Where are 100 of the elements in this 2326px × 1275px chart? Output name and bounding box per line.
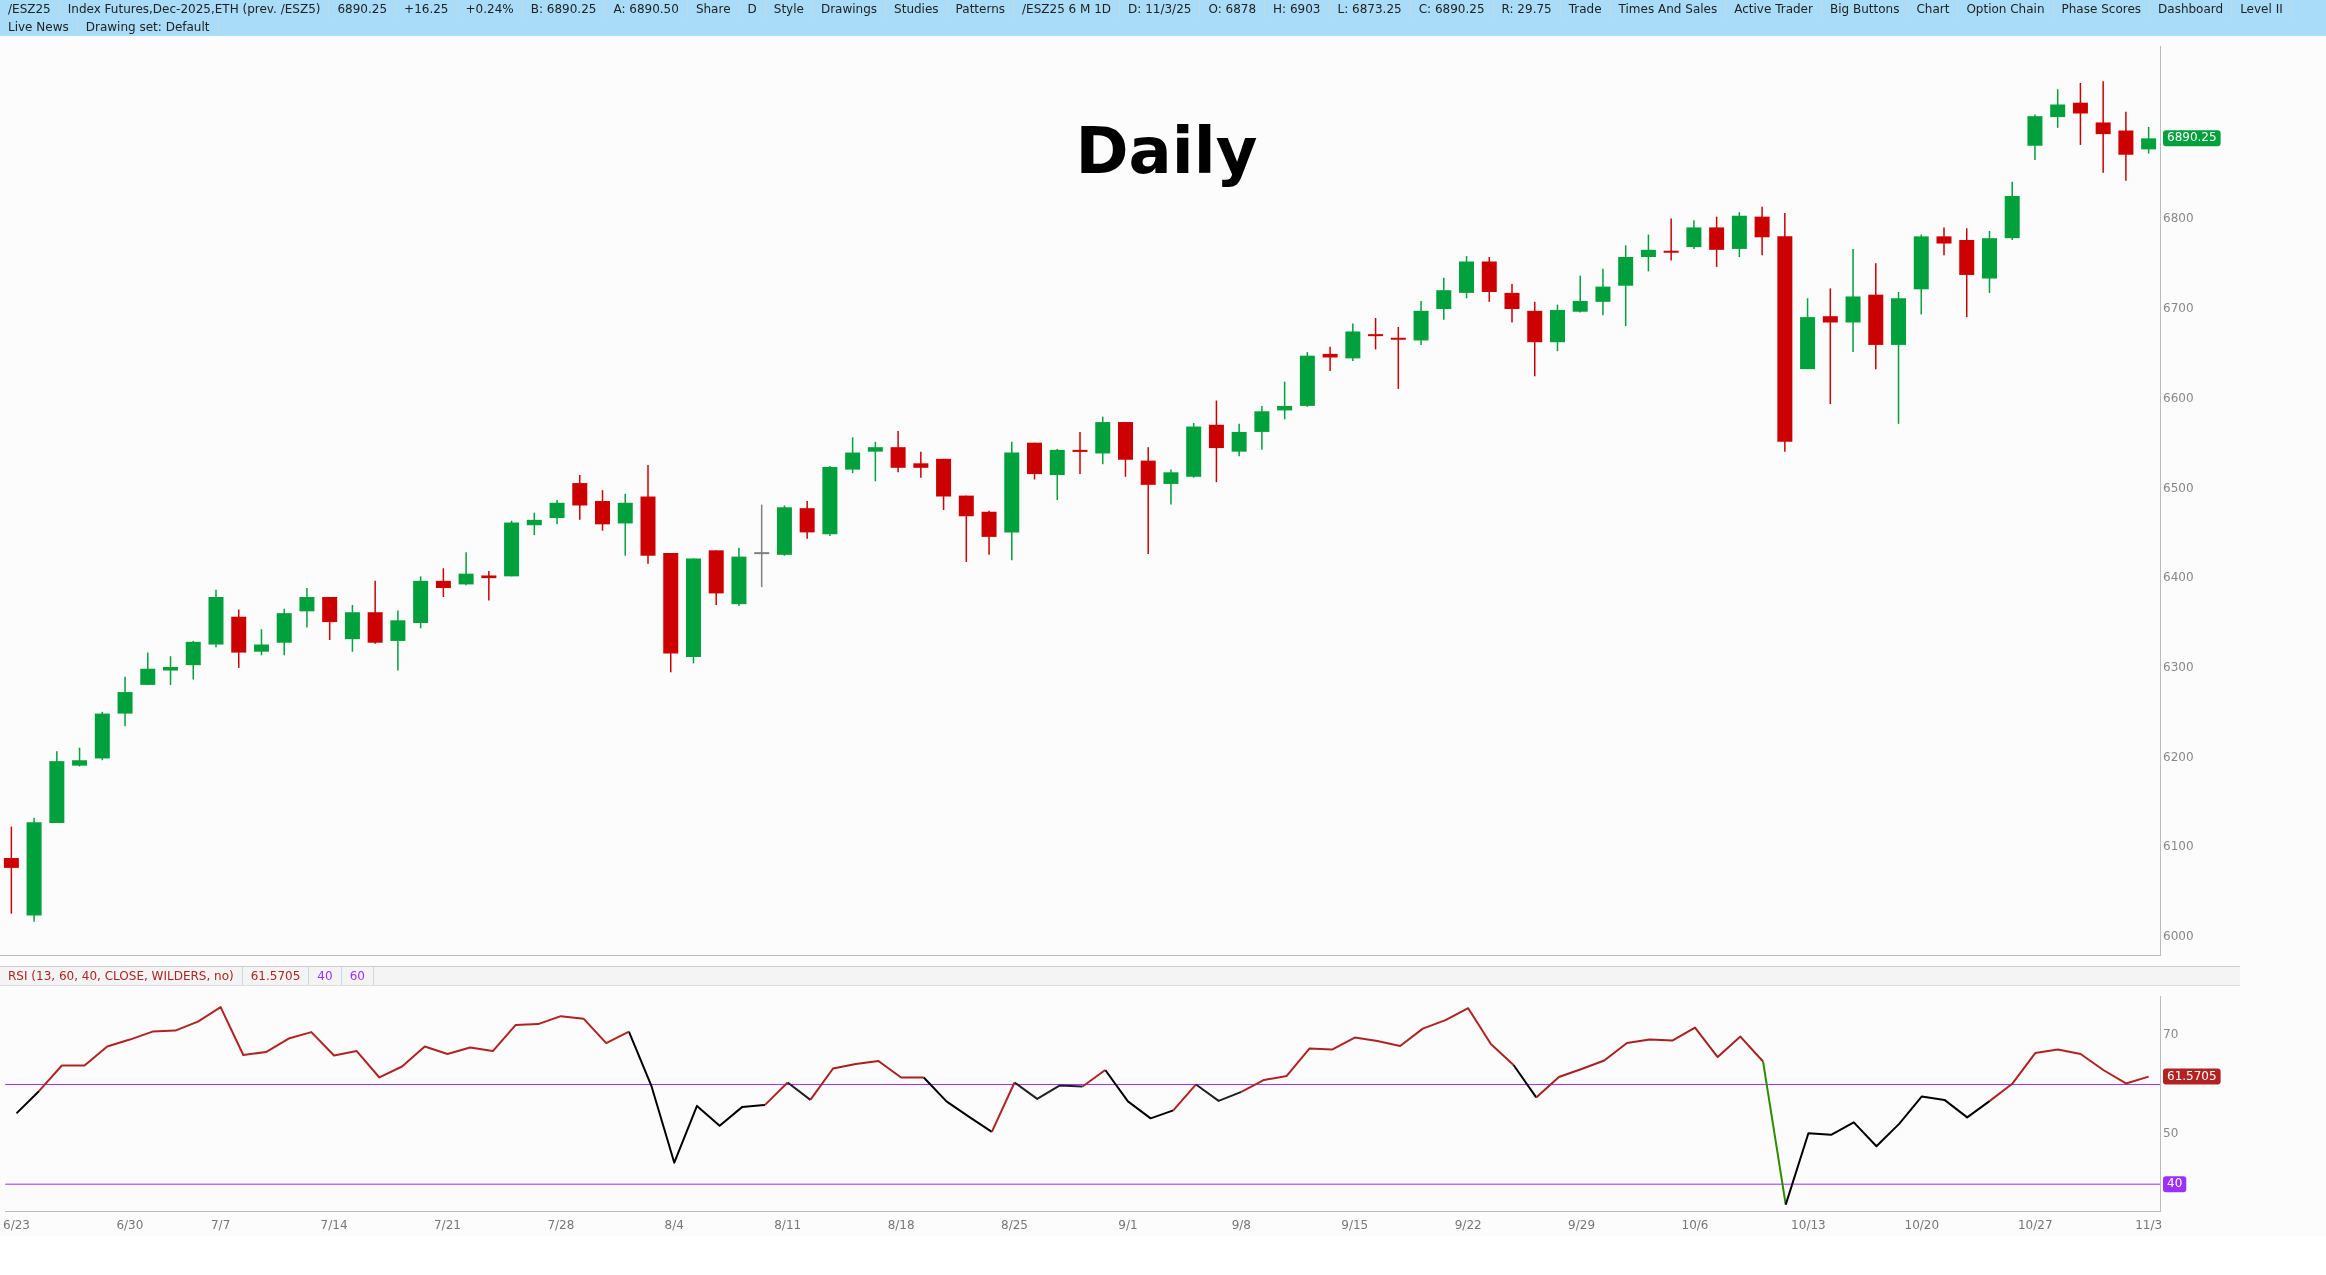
x-tick-label: 9/22 xyxy=(1454,1217,1482,1232)
x-tick-label: 7/14 xyxy=(320,1217,348,1232)
y-tick-label: 6100 xyxy=(2163,839,2194,854)
candlestick xyxy=(1572,275,1588,314)
candlestick xyxy=(845,436,861,474)
x-tick-label: 7/21 xyxy=(433,1217,461,1232)
text: L: 6873.25 xyxy=(1329,0,1411,18)
candlestick xyxy=(1072,431,1088,475)
candlestick xyxy=(2072,82,2088,146)
candlestick xyxy=(572,474,588,521)
text: Active Trader xyxy=(1726,0,1822,18)
text: O: 6878 xyxy=(1200,0,1266,18)
text: Dashboard xyxy=(2150,0,2233,18)
text: Drawings xyxy=(812,0,887,18)
candlestick xyxy=(481,570,497,602)
text: Times And Sales xyxy=(1610,0,1727,18)
text: +0.24% xyxy=(457,0,523,18)
candlestick xyxy=(867,441,883,483)
x-tick-label: 7/7 xyxy=(210,1217,231,1232)
text: 6890.25 xyxy=(2167,130,2217,145)
text: Drawing set: Default xyxy=(77,18,219,36)
y-tick-label: 6700 xyxy=(2163,301,2194,316)
candlestick xyxy=(2141,126,2157,155)
candlestick xyxy=(390,609,406,672)
text: Patterns xyxy=(947,0,1015,18)
candlestick xyxy=(1163,468,1179,506)
candlestick xyxy=(526,511,542,536)
text: /ESZ25 xyxy=(0,0,60,18)
x-tick-label: 9/15 xyxy=(1341,1217,1369,1232)
candlestick xyxy=(549,499,565,526)
candlestick xyxy=(913,450,929,479)
candlestick xyxy=(1709,215,1725,268)
text: B: 6890.25 xyxy=(522,0,606,18)
y-tick-label: 6400 xyxy=(2163,570,2194,585)
candlestick xyxy=(72,746,88,768)
candlestick xyxy=(1277,380,1293,421)
x-tick-label: 6/30 xyxy=(116,1217,144,1232)
candlestick xyxy=(163,655,179,686)
ref-line-label: 40 xyxy=(2167,1176,2183,1191)
chart-title: RSI (13, 60, 40, CLOSE, WILDERS, no) xyxy=(0,967,243,985)
x-tick-label: 10/6 xyxy=(1681,1217,1709,1232)
text: Chart xyxy=(1908,0,1959,18)
x-tick-label: 8/18 xyxy=(887,1217,915,1232)
candlestick xyxy=(117,676,133,727)
text: Big Buttons xyxy=(1821,0,1909,18)
x-tick-label: 8/25 xyxy=(1001,1217,1028,1232)
x-tick-label: 9/8 xyxy=(1231,1217,1251,1232)
text: Phase Scores xyxy=(2053,0,2151,18)
x-tick-label: 9/29 xyxy=(1568,1217,1596,1232)
candlestick xyxy=(140,651,156,686)
candlestick xyxy=(1231,423,1247,457)
text: D: 11/3/25 xyxy=(1120,0,1201,18)
text: C: 6890.25 xyxy=(1410,0,1494,18)
y-tick-label: 70 xyxy=(2163,1026,2179,1041)
candlestick xyxy=(958,494,974,563)
candlestick xyxy=(185,640,201,681)
candlestick xyxy=(1368,317,1384,351)
candlestick xyxy=(2050,88,2066,129)
candlestick xyxy=(1686,219,1702,250)
text: R: 29.75 xyxy=(1493,0,1561,18)
text: Option Chain xyxy=(1958,0,2054,18)
x-tick-label: 7/28 xyxy=(547,1217,575,1232)
candlestick xyxy=(1254,405,1270,451)
y-tick-label: 6000 xyxy=(2163,929,2194,944)
candlestick xyxy=(1663,217,1679,262)
x-tick-label: 8/4 xyxy=(664,1217,684,1232)
text: Studies xyxy=(886,0,948,18)
candlestick xyxy=(253,628,269,657)
text: +16.25 xyxy=(396,0,458,18)
candlestick xyxy=(1504,283,1520,324)
text: Share xyxy=(687,0,740,18)
text: H: 6903 xyxy=(1265,0,1330,18)
candlestick xyxy=(1208,399,1224,483)
y-tick-label: 50 xyxy=(2163,1126,2179,1141)
y-tick-label: 6300 xyxy=(2163,659,2194,674)
text: 40 xyxy=(317,969,333,983)
candlestick xyxy=(299,587,315,629)
text: 61.5705 xyxy=(2167,1068,2217,1083)
x-tick-label: 10/27 xyxy=(2017,1217,2053,1232)
candlestick xyxy=(1595,267,1611,317)
candlestick xyxy=(3,825,19,915)
text: D xyxy=(739,0,766,18)
text: 61.5705 xyxy=(250,969,301,983)
candlestick xyxy=(1640,233,1656,273)
candlestick xyxy=(1754,206,1770,256)
x-tick-label: 11/3 xyxy=(2135,1217,2163,1232)
candlestick xyxy=(595,489,611,532)
candlestick xyxy=(1936,226,1952,256)
text: Daily xyxy=(1075,113,1258,188)
y-tick-label: 6600 xyxy=(2163,390,2194,405)
candlestick xyxy=(617,493,633,557)
ref-line-label: 60 xyxy=(341,967,374,985)
candlestick xyxy=(458,551,474,587)
text: Live News xyxy=(0,18,78,36)
x-tick-label: 10/13 xyxy=(1791,1217,1826,1232)
x-tick-label: 8/11 xyxy=(774,1217,802,1232)
text: /ESZ25 6 M 1D xyxy=(1014,0,1121,18)
candlestick xyxy=(754,503,770,588)
y-tick-label: 6200 xyxy=(2163,749,2194,764)
candlestick xyxy=(435,567,451,598)
